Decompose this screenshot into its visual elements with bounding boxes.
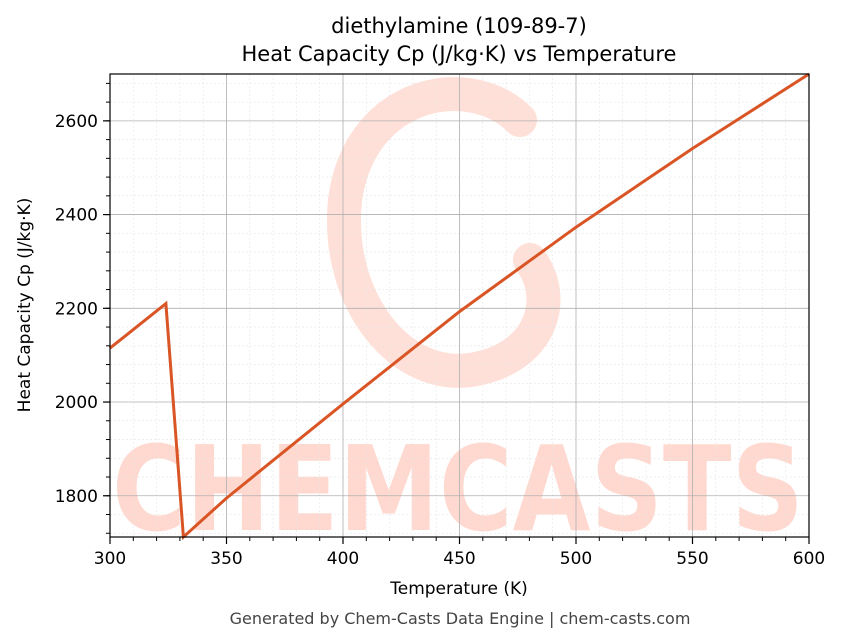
footer-credit: Generated by Chem-Casts Data Engine | ch… [230, 609, 691, 628]
watermark-text: CHEMCASTS [112, 420, 804, 558]
y-tick-label: 2200 [55, 299, 98, 319]
series-line [109, 72, 810, 541]
plot-frame [109, 73, 810, 538]
y-tick-label: 1800 [55, 487, 98, 507]
x-axis-label: Temperature (K) [389, 579, 528, 599]
x-tick-label: 550 [676, 549, 708, 569]
y-tick-label: 2000 [55, 393, 98, 413]
y-tick-label: 2600 [55, 112, 98, 132]
y-axis-label: Heat Capacity Cp (J/kg·K) [15, 198, 35, 413]
x-tick-label: 350 [210, 549, 242, 569]
x-tick-label: 300 [94, 549, 126, 569]
x-tick-label: 400 [327, 549, 359, 569]
watermark-logo-swirl [327, 77, 561, 388]
x-tick-label: 500 [560, 549, 592, 569]
chart-subtitle: Heat Capacity Cp (J/kg·K) vs Temperature [242, 42, 677, 66]
ticks: 300 350 400 450 500 550 600 1800 2000 2200 2400 260… [55, 82, 825, 569]
watermark: CHEMCASTS [112, 77, 804, 558]
y-tick-label: 2400 [55, 206, 98, 226]
x-tick-label: 600 [793, 549, 825, 569]
x-tick-label: 450 [443, 549, 475, 569]
chart-title: diethylamine (109-89-7) [331, 14, 587, 38]
